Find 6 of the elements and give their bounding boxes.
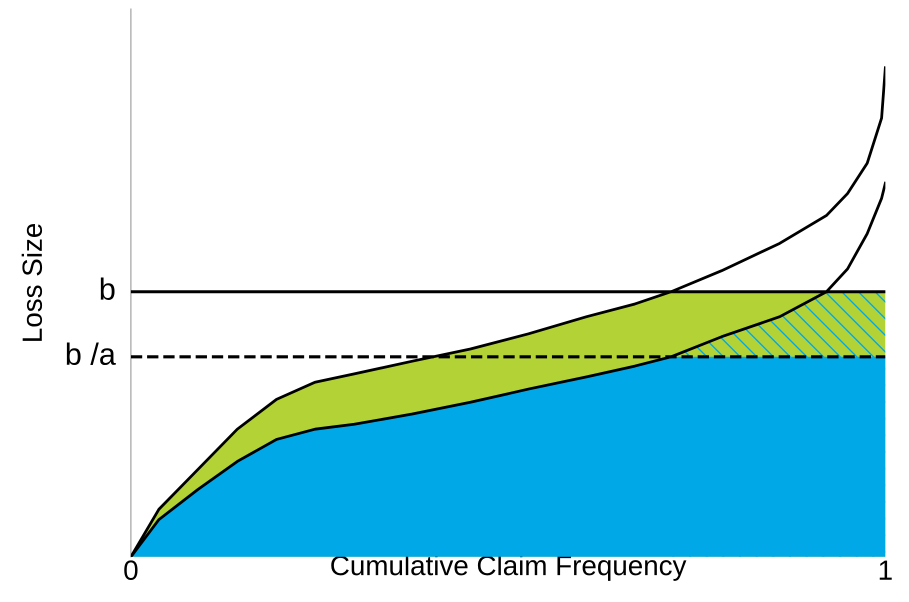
ref-line-label: b xyxy=(100,278,115,300)
y-axis-title: Loss Size xyxy=(22,224,42,341)
x-tick-label: 0 xyxy=(124,560,138,580)
x-axis-title: Cumulative Claim Frequency xyxy=(331,554,686,581)
ref-line-label: b /a xyxy=(66,342,116,365)
x-tick-label: 1 xyxy=(880,560,892,580)
